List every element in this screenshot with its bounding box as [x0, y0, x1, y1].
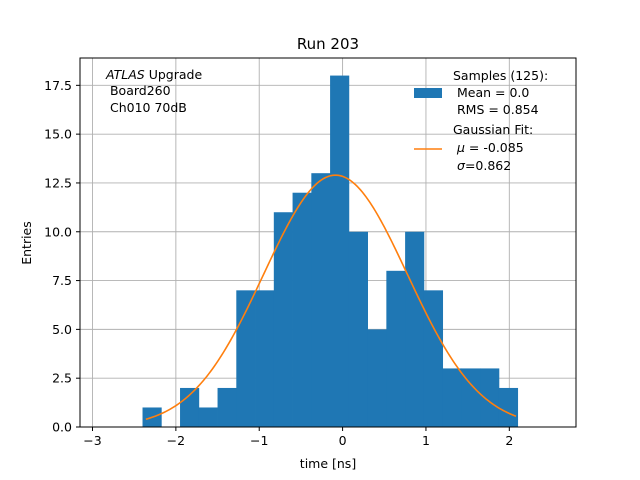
histogram-bar — [217, 387, 237, 427]
histogram-bar — [292, 192, 312, 427]
y-tick-label: 7.5 — [52, 273, 72, 288]
legend-samples-label: Samples (125): — [453, 68, 548, 83]
axes-frame — [79, 57, 577, 428]
histogram-bar — [461, 368, 481, 427]
y-tick-label: 5.0 — [52, 322, 72, 337]
annotation-channel: Ch010 70dB — [106, 100, 187, 115]
y-axis-label: Entries — [19, 221, 34, 265]
legend-fit-mu: μ = -0.085 — [456, 140, 524, 155]
x-tick-label: −1 — [250, 433, 268, 448]
histogram-bar — [273, 212, 293, 427]
annotation-experiment-suffix: Upgrade — [145, 67, 203, 82]
x-tick-label: 0 — [339, 433, 347, 448]
annotation-box: ATLAS Upgrade Board260 Ch010 70dB — [105, 67, 202, 115]
legend-sigma-symbol: σ — [457, 158, 466, 173]
legend-samples-mean: Mean = 0.0 — [453, 85, 529, 100]
chart-title: Run 203 — [297, 35, 359, 53]
gaussian-fit-layer — [145, 174, 517, 421]
x-tick-label: 2 — [505, 433, 513, 448]
legend-samples-patch — [414, 88, 442, 98]
y-tick-label: 10.0 — [44, 224, 72, 239]
histogram-bar — [198, 407, 218, 427]
legend-samples-rms: RMS = 0.854 — [453, 102, 539, 117]
y-tick-label: 12.5 — [44, 175, 72, 190]
histogram-bar — [311, 173, 331, 427]
histogram-bar — [386, 270, 406, 427]
legend-fit-sigma: σ=0.862 — [457, 158, 511, 173]
legend-sigma-value: =0.862 — [465, 158, 511, 173]
histogram-bar — [255, 290, 275, 427]
histogram-bar — [367, 329, 387, 427]
annotation-board: Board260 — [106, 83, 171, 98]
histogram-bar — [180, 387, 200, 427]
x-tick-label: −2 — [167, 433, 185, 448]
legend-fit-label: Gaussian Fit: — [453, 122, 533, 137]
histogram-bar — [405, 231, 425, 427]
histogram-bar — [498, 387, 519, 427]
annotation-experiment: ATLAS Upgrade — [105, 67, 202, 82]
y-tick-label: 15.0 — [44, 127, 72, 142]
legend-mu-value: = -0.085 — [465, 140, 524, 155]
x-axis-label: time [ns] — [300, 456, 356, 471]
histogram-bar — [348, 231, 368, 427]
histogram-bar — [330, 75, 350, 428]
y-tick-label: 17.5 — [44, 78, 72, 93]
y-tick-label: 2.5 — [52, 371, 72, 386]
histogram-bar — [480, 368, 500, 427]
histogram-bar — [423, 290, 444, 427]
y-tick-label: 0.0 — [52, 420, 72, 435]
histogram-bar — [236, 290, 256, 427]
histogram-bar — [442, 368, 462, 427]
gaussian-fit-curve — [145, 174, 517, 421]
annotation-experiment-name: ATLAS — [105, 67, 145, 82]
axis-ticks: −3 −2 −1 0 1 2 0.0 2.5 5.0 7.5 10.0 12.5 15.0 17.5 — [44, 78, 513, 448]
legend-mu-symbol: μ — [456, 140, 465, 155]
legend: Samples (125): Mean = 0.0 RMS = 0.854 Ga… — [414, 68, 548, 173]
x-tick-label: −3 — [83, 433, 101, 448]
x-tick-label: 1 — [422, 433, 430, 448]
histogram-bars — [142, 75, 519, 428]
